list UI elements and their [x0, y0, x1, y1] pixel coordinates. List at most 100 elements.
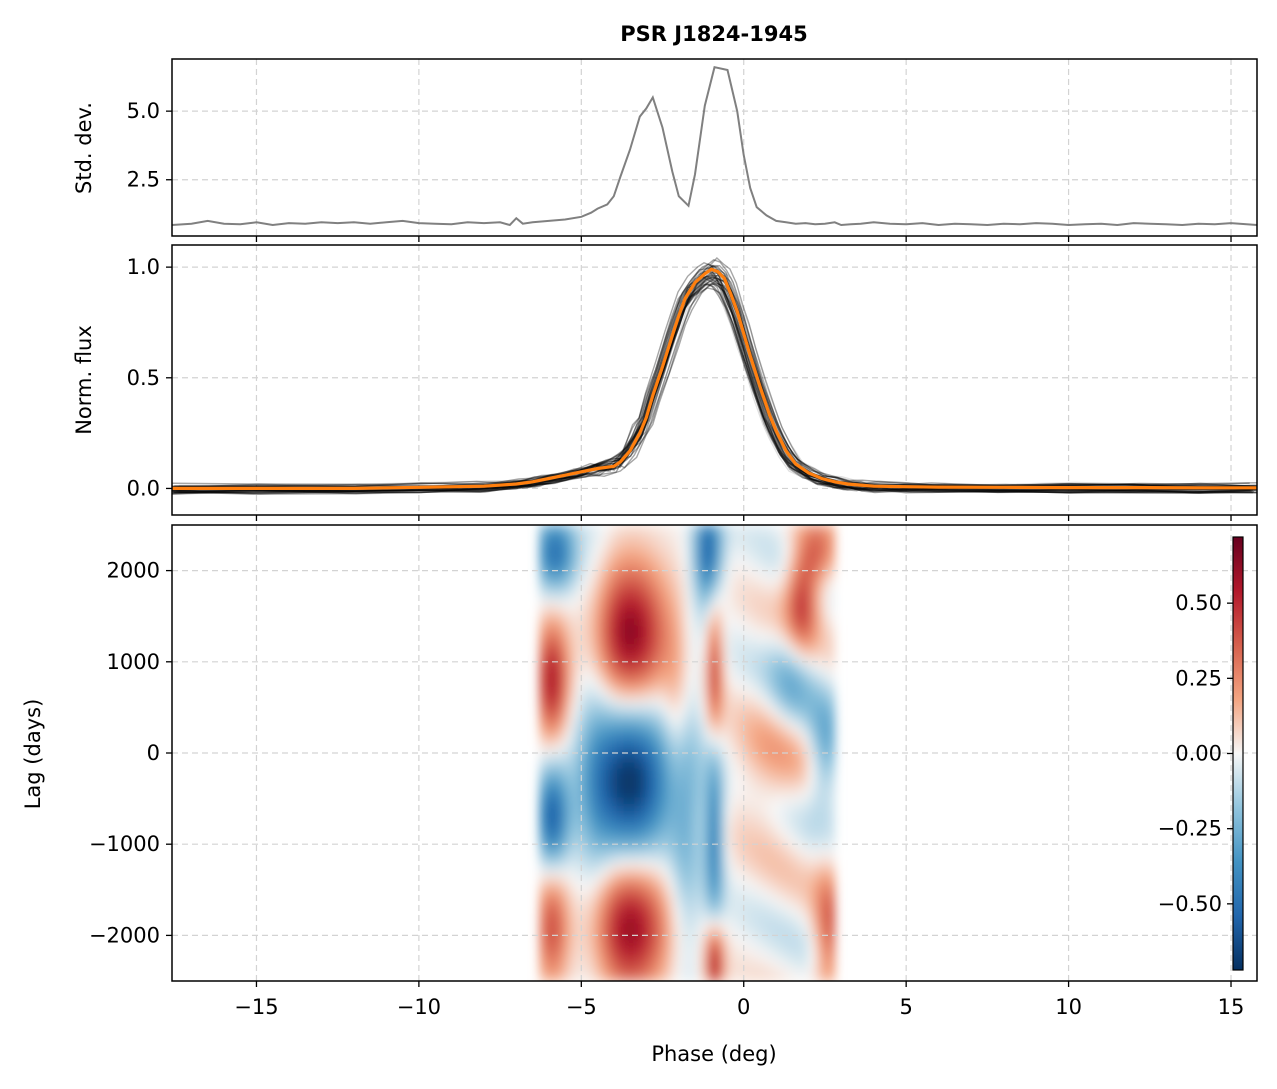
heatmap-cell [770, 760, 778, 769]
heatmap-cell [751, 540, 759, 549]
heatmap-cell [629, 639, 637, 648]
heatmap-cell [821, 912, 829, 921]
heatmap-cell [719, 623, 727, 632]
heatmap-cell [751, 889, 759, 898]
heatmap-cell [545, 692, 553, 701]
lag-grid [172, 525, 1257, 981]
heatmap-cell [776, 707, 784, 716]
individual-profile-line [172, 275, 1255, 495]
heatmap-cell [815, 547, 823, 556]
heatmap-cell [699, 943, 707, 952]
heatmap-cell [596, 958, 604, 967]
heatmap-cell [667, 669, 675, 678]
heatmap-cell [731, 684, 739, 693]
heatmap-cell [783, 927, 791, 936]
heatmap-cell [558, 859, 566, 868]
heatmap-cell [744, 859, 752, 868]
heatmap-cell [577, 950, 585, 959]
colorbar-tick-label: 0.50 [1175, 591, 1222, 615]
heatmap-cell [596, 912, 604, 921]
heatmap-cell [545, 601, 553, 610]
heatmap-cell [551, 623, 559, 632]
heatmap-cell [776, 540, 784, 549]
heatmap-cell [719, 783, 727, 792]
heatmap-cell [661, 563, 669, 572]
heatmap-cell [584, 737, 592, 746]
heatmap-cell [764, 631, 772, 640]
heatmap-cell [539, 570, 547, 579]
heatmap-cell [609, 654, 617, 663]
heatmap-cell [648, 570, 656, 579]
heatmap-cell [828, 722, 836, 731]
heatmap-cell [641, 851, 649, 860]
heatmap-cell [590, 578, 598, 587]
heatmap-cell [757, 943, 765, 952]
heatmap-cell [770, 912, 778, 921]
heatmap-cell [783, 836, 791, 845]
heatmap-cell [667, 889, 675, 898]
heatmap-cell [596, 699, 604, 708]
heatmap-cell [641, 813, 649, 822]
individual-profile-line [173, 264, 1257, 489]
heatmap-cell [539, 859, 547, 868]
heatmap-cell [789, 540, 797, 549]
heatmap-cell [776, 920, 784, 929]
heatmap-cell [699, 958, 707, 967]
heatmap-cell [821, 563, 829, 572]
heatmap-cell [635, 547, 643, 556]
heatmap-cell [667, 601, 675, 610]
heatmap-cell [680, 654, 688, 663]
heatmap-cell [783, 775, 791, 784]
heatmap-cell [603, 775, 611, 784]
heatmap-cell [693, 631, 701, 640]
heatmap-cell [751, 745, 759, 754]
heatmap-cell [584, 775, 592, 784]
heatmap-cell [731, 775, 739, 784]
heatmap-cell [783, 905, 791, 914]
heatmap-cell [783, 768, 791, 777]
heatmap-cell [802, 555, 810, 564]
heatmap-cell [693, 585, 701, 594]
heatmap-cell [744, 532, 752, 541]
heatmap-cell [571, 730, 579, 739]
heatmap-cell [551, 905, 559, 914]
heatmap-cell [545, 965, 553, 974]
heatmap-cell [815, 851, 823, 860]
heatmap-cell [738, 737, 746, 746]
heatmap-cell [719, 616, 727, 625]
heatmap-cell [635, 927, 643, 936]
heatmap-cell [828, 798, 836, 807]
heatmap-cell [661, 821, 669, 830]
heatmap-cell [622, 684, 630, 693]
heatmap-cell [571, 965, 579, 974]
heatmap-cell [699, 555, 707, 564]
heatmap-cell [719, 889, 727, 898]
heatmap-cell [751, 897, 759, 906]
profile-panel: 0.00.51.0 Norm. flux [72, 244, 1258, 521]
y-tick-label: 1.0 [127, 255, 160, 279]
heatmap-cell [635, 768, 643, 777]
heatmap-cell [828, 958, 836, 967]
colorbar-gradient [1232, 536, 1244, 971]
heatmap-cell [783, 844, 791, 853]
heatmap-cell [539, 912, 547, 921]
heatmap-cell [706, 920, 714, 929]
heatmap-cell [661, 578, 669, 587]
heatmap-cell [661, 897, 669, 906]
heatmap-cell [725, 965, 733, 974]
heatmap-cell [783, 707, 791, 716]
heatmap-cell [725, 677, 733, 686]
heatmap-cell [635, 722, 643, 731]
heatmap-cell [712, 639, 720, 648]
heatmap-cell [551, 889, 559, 898]
heatmap-cell [596, 623, 604, 632]
heatmap-cell [808, 547, 817, 556]
heatmap-cell [596, 570, 604, 579]
heatmap-cell [667, 897, 675, 906]
heatmap-cell [770, 547, 778, 556]
heatmap-cell [719, 692, 727, 701]
heatmap-cell [635, 570, 643, 579]
heatmap-cell [661, 532, 669, 541]
heatmap-cell [757, 851, 765, 860]
heatmap-cell [693, 722, 701, 731]
